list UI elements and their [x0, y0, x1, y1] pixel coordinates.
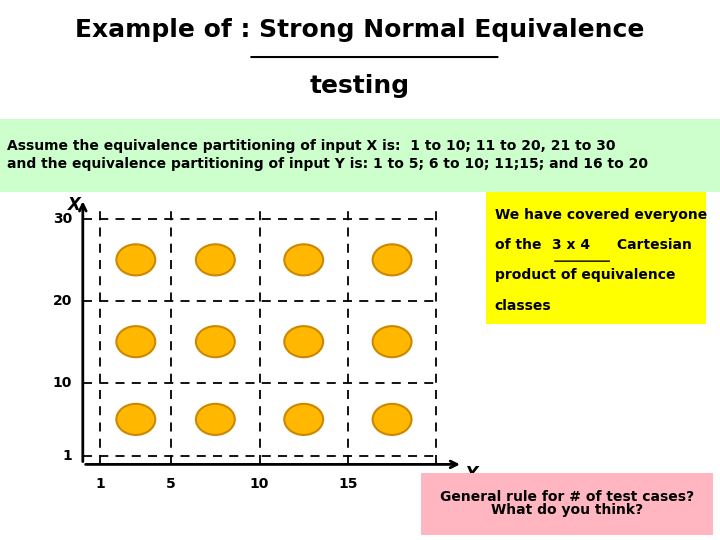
- Ellipse shape: [117, 404, 156, 435]
- Ellipse shape: [373, 404, 412, 435]
- Text: 1: 1: [63, 449, 72, 463]
- Text: Y: Y: [466, 465, 477, 483]
- FancyBboxPatch shape: [482, 189, 710, 327]
- Text: Cartesian: Cartesian: [612, 238, 692, 252]
- Text: X: X: [68, 196, 81, 214]
- Ellipse shape: [117, 326, 156, 357]
- Text: We have covered everyone: We have covered everyone: [495, 207, 707, 221]
- Ellipse shape: [284, 404, 323, 435]
- Ellipse shape: [284, 326, 323, 357]
- Text: testing: testing: [310, 73, 410, 98]
- FancyBboxPatch shape: [0, 119, 720, 192]
- Ellipse shape: [373, 244, 412, 275]
- Ellipse shape: [373, 326, 412, 357]
- FancyBboxPatch shape: [415, 471, 719, 536]
- Text: 10: 10: [53, 376, 72, 389]
- Text: 30: 30: [53, 212, 72, 226]
- Text: 5: 5: [166, 477, 176, 491]
- Text: 15: 15: [338, 477, 358, 491]
- Text: What do you think?: What do you think?: [491, 503, 643, 517]
- Text: 10: 10: [250, 477, 269, 491]
- Text: and the equivalence partitioning of input Y is: 1 to 5; 6 to 10; 11;15; and 16 t: and the equivalence partitioning of inpu…: [7, 157, 648, 171]
- Ellipse shape: [117, 244, 156, 275]
- Ellipse shape: [196, 326, 235, 357]
- Text: 1: 1: [96, 477, 105, 491]
- Text: Assume the equivalence partitioning of input X is:  1 to 10; 11 to 20, 21 to 30: Assume the equivalence partitioning of i…: [7, 139, 616, 153]
- Ellipse shape: [196, 244, 235, 275]
- Text: 20: 20: [426, 477, 446, 491]
- Text: 3 x 4: 3 x 4: [552, 238, 590, 252]
- Text: Example of : Strong Normal Equivalence: Example of : Strong Normal Equivalence: [76, 18, 644, 42]
- Text: classes: classes: [495, 299, 552, 313]
- Text: General rule for # of test cases?: General rule for # of test cases?: [440, 490, 694, 504]
- Ellipse shape: [284, 244, 323, 275]
- Ellipse shape: [196, 404, 235, 435]
- Text: product of equivalence: product of equivalence: [495, 268, 675, 282]
- Text: 20: 20: [53, 294, 72, 308]
- Text: of the: of the: [495, 238, 546, 252]
